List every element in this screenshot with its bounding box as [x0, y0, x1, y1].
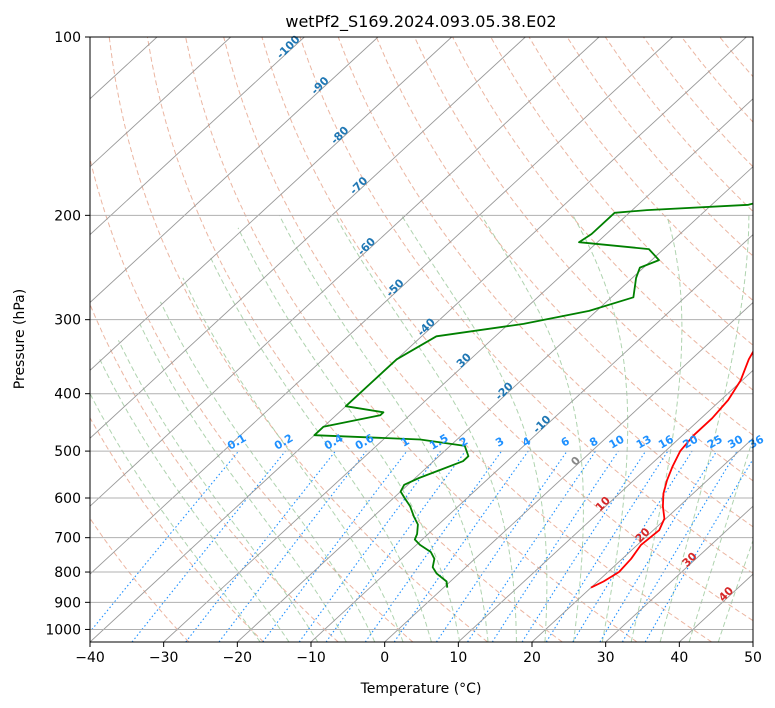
dry-adiabat-line [90, 416, 264, 642]
mixing-ratio-line [364, 450, 503, 642]
temperature-profile-line [590, 350, 753, 589]
y-tick-label: 700 [54, 531, 81, 547]
moist-adiabat-line [237, 227, 461, 642]
dry-adiabat-line [108, 37, 488, 642]
mixing-ratio-line [435, 450, 568, 642]
y-tick-label: 100 [54, 30, 81, 46]
moist-adiabat-line [480, 215, 584, 642]
y-axis-title: Pressure (hPa) [12, 289, 28, 389]
mixing-ratio-line [90, 450, 240, 633]
x-tick-label: 40 [670, 650, 688, 666]
moist-adiabat-line [572, 215, 629, 642]
plot-area [90, 37, 753, 642]
x-tick-label: 50 [744, 650, 762, 666]
isotherm-line [237, 166, 753, 642]
moist-adiabat-line [209, 256, 432, 642]
moist-adiabats [90, 215, 753, 642]
moist-adiabat-line [688, 437, 753, 642]
dry-adiabat-line [223, 37, 712, 642]
isotherm-line [90, 37, 600, 507]
mixing-ratio-line [262, 450, 408, 642]
mixing-ratio-line [298, 450, 442, 642]
x-tick-label: 20 [523, 650, 541, 666]
isotherm-line [90, 37, 674, 575]
series [313, 202, 753, 589]
mixing-ratio-line [545, 450, 669, 642]
x-axis-title: Temperature (°C) [360, 681, 482, 697]
moist-adiabat-line [278, 215, 489, 642]
moist-adiabat-line [160, 301, 376, 642]
plot-frame [89, 36, 754, 643]
dry-adiabat-line [375, 37, 753, 482]
moist-adiabat-line [401, 215, 548, 642]
y-tick-label: 600 [54, 491, 81, 507]
mixing-ratio-line [521, 450, 647, 642]
moist-adiabat-line [182, 277, 404, 642]
isotherm-line [384, 301, 753, 642]
isotherm-line [163, 98, 753, 642]
x-tick-label: 10 [449, 650, 467, 666]
mixing-ratio-line [599, 450, 718, 642]
isotherm-line [605, 505, 753, 642]
isotherm-line [531, 437, 753, 642]
mixing-ratio-line [325, 450, 466, 642]
x-tick-label: −40 [75, 650, 105, 666]
x-tick-label: −20 [223, 650, 253, 666]
x-tick-label: 0 [380, 650, 389, 666]
dry-adiabat-line [146, 37, 563, 642]
dewpoint-profile-line [313, 202, 753, 588]
y-tick-label: 800 [54, 565, 81, 581]
x-tick-label: −30 [149, 650, 179, 666]
x-axis: −40 −30 −20 −10 0 10 20 30 40 50 [75, 642, 762, 666]
isotherm-line [310, 233, 753, 642]
dry-adiabat-line [452, 37, 753, 391]
y-tick-label: 300 [54, 313, 81, 329]
y-tick-label: 200 [54, 208, 81, 224]
isotherm-line [90, 37, 305, 236]
y-tick-label: 900 [54, 595, 81, 611]
dry-adiabat-line [261, 37, 753, 622]
dry-adiabat-line [90, 517, 190, 642]
isotherms [90, 37, 753, 642]
moist-adiabat-line [630, 215, 683, 642]
mixing-ratio-lines [90, 450, 753, 642]
isotherm-line [90, 37, 232, 168]
y-axis: 100 200 300 400 500 600 700 800 900 1000 [45, 30, 90, 638]
moist-adiabat-line [90, 392, 261, 642]
x-tick-label: 30 [597, 650, 615, 666]
dry-adiabat-line [528, 37, 753, 302]
isotherm-line [90, 37, 526, 439]
chart-title: wetPf2_S169.2024.093.05.38.E02 [285, 12, 556, 32]
moist-adiabat-line [659, 215, 750, 642]
y-tick-label: 500 [54, 444, 81, 460]
dry-adiabat-line [299, 37, 753, 574]
isotherm-line [458, 369, 753, 642]
mixing-ratio-line [467, 450, 597, 642]
y-tick-label: 400 [54, 387, 81, 403]
isotherm-line [90, 37, 747, 642]
isobars [90, 37, 753, 630]
y-tick-label: 1000 [45, 622, 81, 638]
dry-adiabat-line [337, 37, 753, 528]
x-tick-label: −10 [296, 650, 326, 666]
isotherm-line [90, 37, 453, 372]
isotherm-line [90, 37, 379, 304]
